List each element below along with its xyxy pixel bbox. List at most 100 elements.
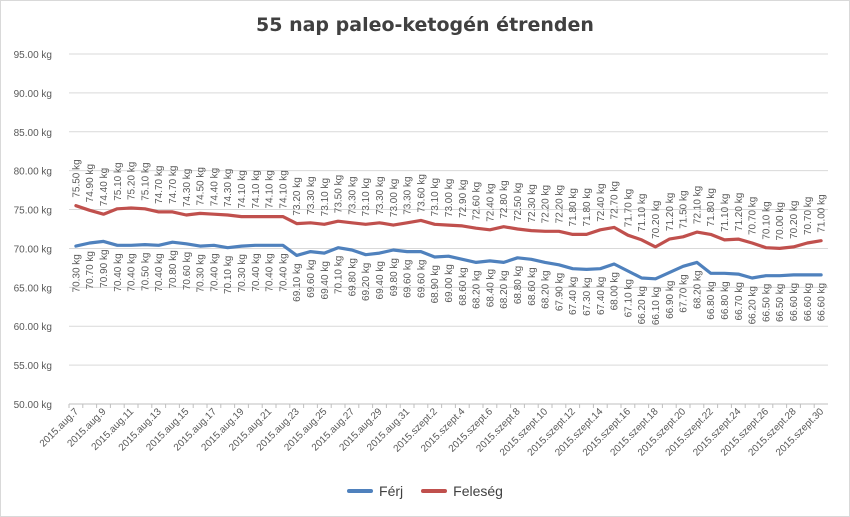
y-tick-label: 60.00 kg — [14, 322, 52, 333]
data-label: 67.40 kg — [568, 277, 579, 315]
data-label: 70.10 kg — [761, 201, 772, 239]
data-label: 69.10 kg — [292, 263, 303, 301]
data-label: 66.60 kg — [803, 283, 814, 321]
data-label: 69.00 kg — [444, 264, 455, 302]
data-label: 71.20 kg — [665, 193, 676, 231]
data-label: 74.10 kg — [237, 170, 248, 208]
data-label: 68.20 kg — [499, 270, 510, 308]
series-line-0 — [74, 239, 823, 281]
data-label: 70.60 kg — [182, 252, 193, 290]
data-label: 67.90 kg — [554, 273, 565, 311]
data-label: 69.40 kg — [320, 261, 331, 299]
data-label: 72.10 kg — [692, 186, 703, 224]
data-label: 70.50 kg — [140, 253, 151, 291]
data-label: 66.80 kg — [720, 281, 731, 319]
data-label: 67.70 kg — [679, 274, 690, 312]
data-label: 71.50 kg — [679, 190, 690, 228]
data-label: 75.10 kg — [140, 162, 151, 200]
data-label: 74.50 kg — [196, 167, 207, 205]
data-label: 66.20 kg — [748, 286, 759, 324]
data-label: 74.70 kg — [154, 166, 165, 204]
data-label: 68.60 kg — [527, 267, 538, 305]
data-label: 66.80 kg — [706, 281, 717, 319]
data-label: 68.20 kg — [541, 270, 552, 308]
y-tick-label: 50.00 kg — [14, 400, 52, 411]
data-label: 69.60 kg — [403, 260, 414, 298]
data-label: 73.30 kg — [306, 176, 317, 214]
data-label: 70.30 kg — [237, 254, 248, 292]
data-label: 73.60 kg — [416, 174, 427, 212]
data-label: 73.50 kg — [334, 175, 345, 213]
data-label: 72.40 kg — [485, 183, 496, 221]
data-label: 71.80 kg — [568, 188, 579, 226]
data-label: 70.40 kg — [154, 253, 165, 291]
data-label: 70.40 kg — [113, 253, 124, 291]
data-label: 71.10 kg — [637, 194, 648, 232]
data-label: 74.90 kg — [85, 164, 96, 202]
data-label: 69.20 kg — [361, 263, 372, 301]
data-label: 74.40 kg — [99, 168, 110, 206]
data-label: 74.70 kg — [168, 166, 179, 204]
y-tick-label: 75.00 kg — [14, 206, 52, 217]
data-labels: 70.30 kg 70.70 kg 70.90 kg 70.40 kg 70.40 kg… — [71, 159, 827, 325]
legend-label-ferj: Férj — [379, 483, 404, 499]
data-label: 70.40 kg — [127, 253, 138, 291]
data-label: 66.20 kg — [637, 286, 648, 324]
data-label: 73.10 kg — [361, 178, 372, 216]
data-label: 72.40 kg — [596, 183, 607, 221]
data-label: 73.10 kg — [320, 178, 331, 216]
data-label: 71.80 kg — [582, 188, 593, 226]
data-label: 70.40 kg — [278, 253, 289, 291]
data-label: 72.80 kg — [499, 180, 510, 218]
data-label: 68.20 kg — [692, 270, 703, 308]
data-label: 68.80 kg — [513, 266, 524, 304]
data-label: 70.70 kg — [803, 197, 814, 235]
data-label: 75.10 kg — [113, 162, 124, 200]
data-label: 70.80 kg — [168, 250, 179, 288]
data-label: 66.90 kg — [665, 281, 676, 319]
data-label: 70.90 kg — [99, 249, 110, 287]
data-label: 70.40 kg — [209, 253, 220, 291]
data-label: 68.00 kg — [610, 272, 621, 310]
x-axis: 2015.aug.72015.aug.92015.aug.112015.aug.… — [38, 403, 828, 459]
data-label: 73.00 kg — [389, 179, 400, 217]
legend-item-ferj: Férj — [347, 483, 403, 499]
data-label: 68.90 kg — [430, 265, 441, 303]
data-label: 71.20 kg — [734, 193, 745, 231]
y-tick-label: 90.00 kg — [14, 89, 52, 100]
data-label: 70.40 kg — [251, 253, 262, 291]
data-label: 66.60 kg — [817, 283, 828, 321]
data-label: 66.50 kg — [761, 284, 772, 322]
data-label: 66.50 kg — [775, 284, 786, 322]
data-label: 72.60 kg — [472, 182, 483, 220]
data-label: 70.00 kg — [775, 202, 786, 240]
data-label: 67.40 kg — [596, 277, 607, 315]
data-label: 73.30 kg — [403, 176, 414, 214]
data-label: 66.70 kg — [734, 282, 745, 320]
y-tick-label: 55.00 kg — [14, 361, 52, 372]
data-label: 71.80 kg — [706, 188, 717, 226]
data-label: 71.70 kg — [623, 189, 634, 227]
data-label: 70.70 kg — [748, 197, 759, 235]
data-label: 72.90 kg — [458, 180, 469, 218]
legend-swatch-feleseg — [421, 489, 448, 493]
data-label: 68.60 kg — [458, 267, 469, 305]
data-label: 71.10 kg — [720, 194, 731, 232]
data-label: 74.30 kg — [182, 169, 193, 207]
y-tick-label: 65.00 kg — [14, 283, 52, 294]
data-label: 66.10 kg — [651, 287, 662, 325]
data-label: 74.30 kg — [223, 169, 234, 207]
data-label: 69.60 kg — [416, 260, 427, 298]
data-label: 69.80 kg — [389, 258, 400, 296]
legend: Férj Feleség — [0, 483, 850, 499]
legend-swatch-ferj — [347, 489, 374, 493]
data-label: 74.40 kg — [209, 168, 220, 206]
data-label: 70.30 kg — [196, 254, 207, 292]
data-label: 70.30 kg — [71, 254, 82, 292]
data-label: 73.00 kg — [444, 179, 455, 217]
data-label: 75.20 kg — [127, 162, 138, 200]
data-label: 74.10 kg — [251, 170, 262, 208]
data-label: 70.10 kg — [223, 256, 234, 294]
data-label: 69.60 kg — [306, 260, 317, 298]
